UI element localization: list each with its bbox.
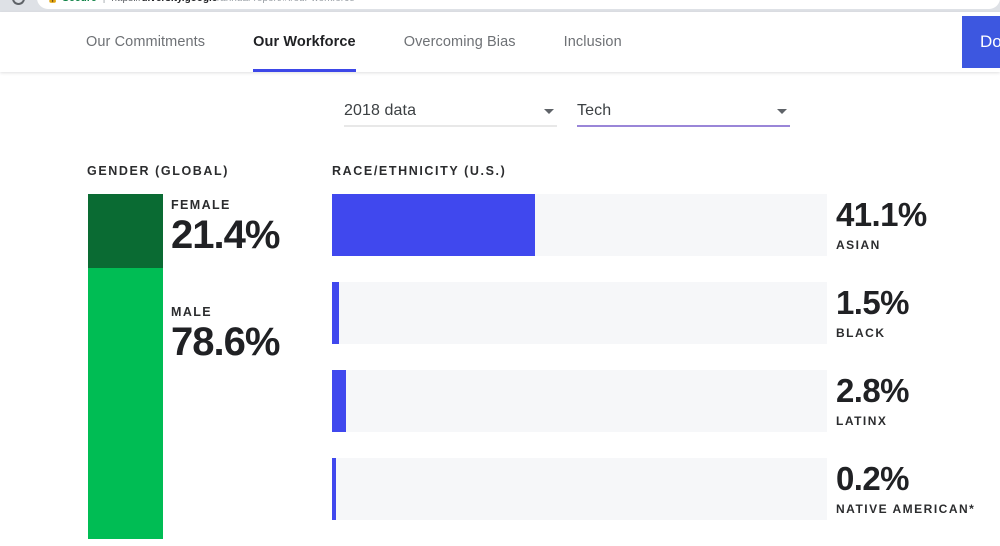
browser-toolbar: 🔒 Secure | https://diversity.google/annu… [0, 0, 1000, 12]
race-bar-meta: 41.1% ASIAN [836, 194, 927, 256]
year-select-underline [344, 125, 557, 127]
nav-item-our-workforce[interactable]: Our Workforce [229, 12, 380, 72]
url-host: diversity.google [141, 0, 217, 4]
race-bar-label: LATINX [836, 414, 888, 428]
race-bar-row: 2.8% LATINX [332, 370, 992, 432]
gender-legend-male: MALE 78.6% [171, 305, 280, 364]
gender-segment-male [88, 267, 163, 539]
race-bar-label: NATIVE AMERICAN* [836, 502, 976, 516]
gender-legend-male-label: MALE [171, 305, 213, 319]
url-separator: | [103, 0, 106, 4]
url-scheme: https:// [111, 0, 141, 4]
year-select-value: 2018 data [344, 102, 417, 119]
race-bar-value: 1.5% [836, 284, 909, 321]
chevron-down-icon [544, 109, 554, 114]
gender-legend-male-value: 78.6% [171, 320, 280, 364]
gender-legend-female-label: FEMALE [171, 198, 231, 212]
lock-icon: 🔒 [47, 0, 58, 4]
address-bar[interactable]: 🔒 Secure | https://diversity.google/annu… [37, 0, 1000, 9]
race-bar-value: 2.8% [836, 372, 909, 409]
url-path: /annual-report/#!/our-workforce [217, 0, 354, 4]
nav-item-inclusion[interactable]: Inclusion [563, 34, 622, 50]
race-section-title: RACE/ETHNICITY (U.S.) [332, 164, 507, 178]
race-bar-track [332, 458, 827, 520]
year-select[interactable]: 2018 data [344, 95, 557, 127]
reload-icon[interactable] [12, 0, 25, 5]
gender-section-title: GENDER (GLOBAL) [87, 164, 230, 178]
download-button[interactable]: Download [962, 16, 1000, 68]
race-bar-meta: 2.8% LATINX [836, 370, 909, 432]
gender-stacked-bar [88, 194, 163, 539]
category-select[interactable]: Tech [577, 95, 790, 127]
race-bar-label: BLACK [836, 326, 886, 340]
site-header: Our Commitments Our Workforce Overcoming… [0, 12, 1000, 72]
category-select-underline [577, 125, 790, 127]
gender-segment-female [88, 194, 163, 268]
race-bar-list: 41.1% ASIAN 1.5% BLACK 2.8% LATINX 0.2% NATIVE … [332, 194, 992, 546]
chevron-down-icon [777, 109, 787, 114]
primary-nav: Our Commitments Our Workforce Overcoming… [86, 12, 646, 72]
race-bar-fill [332, 282, 340, 344]
nav-item-overcoming-bias[interactable]: Overcoming Bias [403, 34, 516, 50]
race-bar-fill [332, 194, 536, 256]
race-bar-row: 41.1% ASIAN [332, 194, 992, 256]
nav-item-our-commitments[interactable]: Our Commitments [86, 34, 206, 50]
category-select-value: Tech [577, 102, 612, 119]
race-bar-label: ASIAN [836, 238, 881, 252]
gender-legend-female: FEMALE 21.4% [171, 198, 280, 257]
race-bar-fill [332, 370, 346, 432]
filter-row: 2018 data Tech [344, 95, 790, 127]
url-text: https://diversity.google/annual-report/#… [111, 0, 354, 4]
race-bar-row: 1.5% BLACK [332, 282, 992, 344]
secure-label: Secure [62, 0, 97, 4]
race-bar-value: 41.1% [836, 196, 927, 233]
race-bar-track [332, 370, 827, 432]
race-bar-fill [332, 458, 336, 520]
gender-legend-female-value: 21.4% [171, 213, 280, 257]
race-bar-value: 0.2% [836, 460, 909, 497]
race-bar-track [332, 282, 827, 344]
race-bar-row: 0.2% NATIVE AMERICAN* [332, 458, 992, 520]
race-bar-meta: 0.2% NATIVE AMERICAN* [836, 458, 975, 520]
race-bar-meta: 1.5% BLACK [836, 282, 909, 344]
